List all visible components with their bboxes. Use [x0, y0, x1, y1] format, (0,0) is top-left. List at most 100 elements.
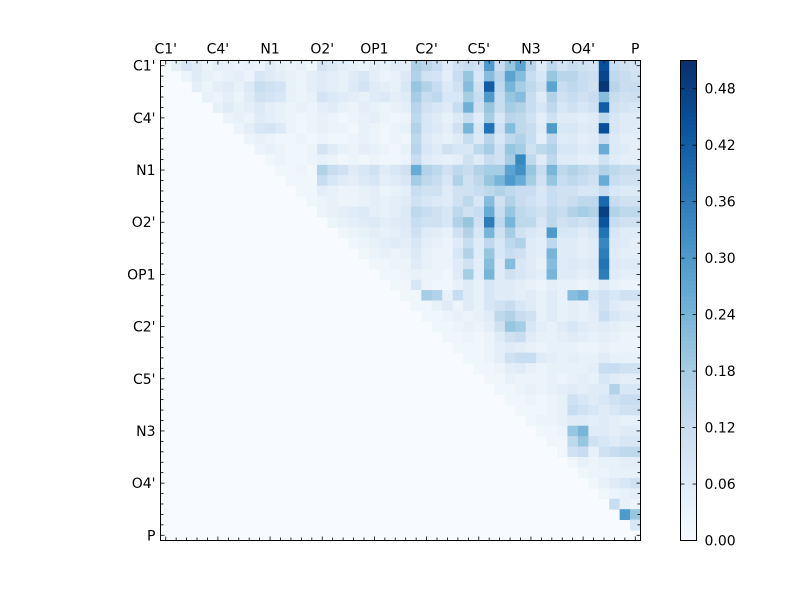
heatmap-cell: [369, 196, 381, 207]
heatmap-cell: [504, 352, 516, 364]
heatmap-cell: [630, 206, 641, 218]
heatmap-cell: [348, 237, 360, 249]
heatmap-cell: [515, 300, 527, 312]
heatmap-cell: [348, 164, 360, 176]
heatmap-cell: [348, 143, 360, 155]
heatmap-cell: [557, 279, 568, 291]
colorbar-segment: [680, 260, 697, 265]
heatmap-cell: [337, 91, 349, 103]
heatmap-cell: [598, 310, 610, 322]
heatmap-cell: [504, 269, 516, 281]
colorbar-segment: [680, 72, 697, 77]
heatmap-cell: [588, 373, 600, 385]
heatmap-cell: [285, 112, 297, 124]
colorbar-segment: [680, 200, 697, 205]
heatmap-cell: [410, 175, 422, 187]
heatmap-cell: [421, 81, 433, 93]
heatmap-cell: [452, 206, 464, 218]
heatmap-cell: [557, 404, 568, 416]
heatmap-cell: [463, 237, 474, 249]
heatmap-cell: [546, 300, 558, 312]
heatmap-cell: [598, 279, 610, 291]
heatmap-cell: [619, 217, 631, 228]
heatmap-cell: [525, 373, 537, 385]
heatmap-cell: [442, 206, 454, 218]
heatmap-cell: [327, 196, 339, 207]
heatmap-cell: [536, 227, 547, 239]
heatmap-cell: [577, 154, 589, 166]
heatmap-cell: [431, 217, 443, 228]
heatmap-cell: [630, 509, 641, 521]
heatmap-cell: [504, 123, 516, 134]
heatmap-cell: [630, 425, 641, 437]
heatmap-cell: [410, 60, 422, 72]
heatmap-cell: [630, 321, 641, 333]
heatmap-cell: [442, 133, 454, 145]
colorbar-segment: [680, 92, 697, 97]
heatmap-cell: [379, 258, 391, 270]
heatmap-cell: [515, 373, 527, 385]
heatmap-cell: [619, 112, 631, 124]
heatmap-cell: [577, 143, 589, 155]
heatmap-cell: [431, 321, 443, 333]
heatmap-cell: [546, 123, 558, 134]
heatmap-cell: [504, 321, 516, 333]
heatmap-cell: [473, 310, 485, 322]
heatmap-cell: [630, 269, 641, 281]
heatmap-cell: [630, 352, 641, 364]
heatmap-cell: [379, 269, 391, 281]
heatmap-cell: [494, 60, 506, 72]
heatmap-cell: [463, 310, 474, 322]
heatmap-cell: [504, 81, 516, 93]
heatmap-cell: [337, 206, 349, 218]
heatmap-cell: [410, 81, 422, 93]
heatmap-cell: [317, 70, 328, 82]
colorbar-segment: [680, 140, 697, 145]
heatmap-cell: [400, 248, 412, 260]
heatmap-cell: [630, 123, 641, 134]
heatmap-cell: [285, 164, 297, 176]
colorbar-segment: [680, 120, 697, 125]
heatmap-cell: [630, 196, 641, 207]
heatmap-cell: [546, 310, 558, 322]
heatmap-cell: [619, 446, 631, 458]
colorbar-segment: [680, 96, 697, 101]
heatmap-cell: [588, 457, 600, 468]
heatmap-cell: [588, 102, 600, 114]
heatmap-cell: [463, 143, 474, 155]
heatmap-cell: [400, 185, 412, 197]
heatmap-cell: [609, 394, 621, 406]
heatmap-cell: [609, 436, 621, 447]
heatmap-cell: [546, 258, 558, 270]
heatmap-cell: [577, 70, 589, 82]
colorbar-segment: [680, 512, 697, 517]
heatmap-cell: [452, 185, 464, 197]
heatmap-cell: [630, 154, 641, 166]
heatmap-cell: [317, 175, 328, 187]
heatmap-cell: [337, 133, 349, 145]
heatmap-cell: [369, 91, 381, 103]
heatmap-cell: [494, 227, 506, 239]
heatmap-cell: [536, 123, 547, 134]
heatmap-cell: [473, 70, 485, 82]
heatmap-cell: [483, 70, 495, 82]
heatmap-cell: [306, 81, 318, 93]
heatmap-cell: [619, 383, 631, 395]
heatmap-cell: [400, 164, 412, 176]
heatmap-cell: [504, 237, 516, 249]
heatmap-cell: [306, 123, 318, 134]
heatmap-cell: [390, 217, 401, 228]
colorbar-segment: [680, 396, 697, 401]
y-tick-label: OP1: [127, 267, 155, 283]
heatmap-cell: [233, 112, 245, 124]
heatmap-cell: [598, 143, 610, 155]
heatmap-cell: [483, 373, 495, 385]
heatmap-cell: [463, 331, 474, 343]
heatmap-cell: [567, 70, 579, 82]
heatmap-cell: [525, 70, 537, 82]
heatmap-cell: [525, 154, 537, 166]
heatmap-cell: [557, 248, 568, 260]
heatmap-cell: [202, 81, 214, 93]
colorbar-tick-label: 0.30: [705, 251, 736, 267]
heatmap-cell: [619, 237, 631, 249]
